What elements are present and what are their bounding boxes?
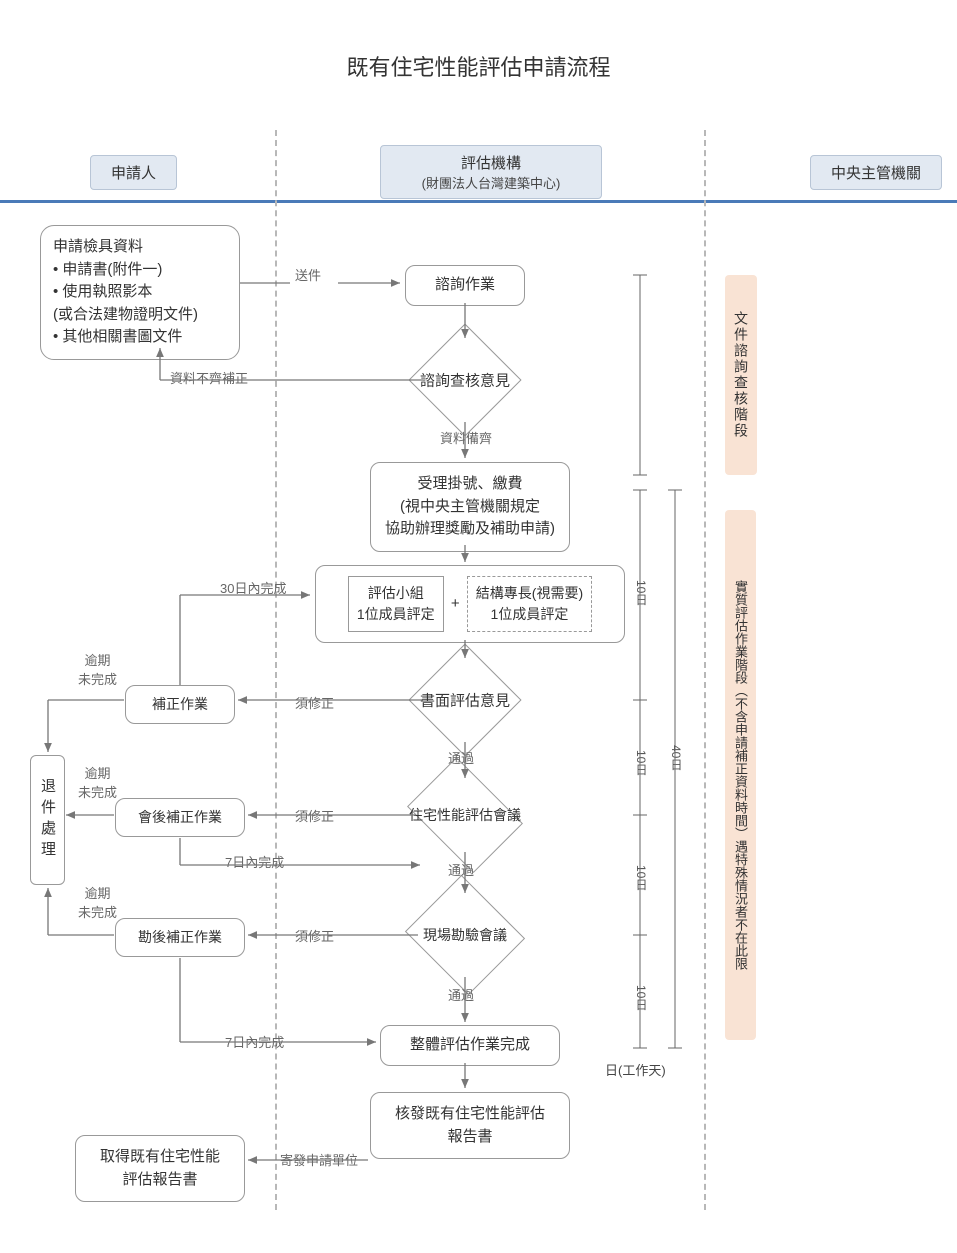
t10b: 10日 [633,750,650,775]
diamond-perf: 住宅性能評估會議 [418,780,512,850]
plus-sign: + [451,595,460,612]
days-unit: 日(工作天) [605,1060,666,1079]
box-apply-docs: 申請檢具資料 • 申請書(附件一) • 使用執照影本 (或合法建物證明文件) •… [40,225,240,360]
page-title: 既有住宅性能評估申請流程 [0,50,957,82]
lane-agency-sub: (財團法人台灣建築中心) [422,176,561,191]
label-send: 送件 [295,265,321,284]
t40: 40日 [668,745,685,770]
label-needfix1: 須修正 [295,693,334,712]
label-needfix2: 須修正 [295,806,334,825]
box-obtain-report: 取得既有住宅性能 評估報告書 [75,1135,245,1202]
box-consult: 諮詢作業 [405,265,525,306]
header-divider [0,200,957,203]
accept-fee-2: (視中央主管機關規定 [383,496,557,519]
label-within30: 30日內完成 [220,578,286,597]
box-correction3: 勘後補正作業 [115,918,245,957]
site-text: 現場勘驗會議 [423,925,507,945]
accept-fee-1: 受理掛號、繳費 [383,473,557,496]
label-overdue2: 逾期 未完成 [78,763,117,801]
label-incomplete: 資料不齊補正 [170,368,248,387]
label-within7a: 7日內完成 [225,852,284,871]
accept-fee-3: 協助辦理獎勵及補助申請) [383,518,557,541]
box-complete: 整體評估作業完成 [380,1025,560,1066]
written-text: 書面評估意見 [420,690,510,711]
label-pass2: 通過 [448,860,474,879]
apply-docs-3: • 其他相關書圖文件 [53,326,227,349]
t10a: 10日 [633,580,650,605]
diamond-consult-review: 諮詢查核意見 [425,340,505,420]
label-within7b: 7日內完成 [225,1032,284,1051]
lane-agency-title: 評估機構 [461,155,521,172]
perf-text: 住宅性能評估會議 [409,805,521,825]
apply-docs-2: • 使用執照影本 [53,281,227,304]
lane-applicant: 申請人 [90,155,177,190]
lane-authority: 中央主管機關 [810,155,942,190]
box-eval-container: 評估小組 1位成員評定 + 結構專長(視需要) 1位成員評定 [315,565,625,643]
diamond-site: 現場勘驗會議 [420,895,510,975]
label-overdue3: 逾期 未完成 [78,883,117,921]
apply-docs-title: 申請檢具資料 [53,236,227,259]
phase-2: 實質評估作業階段︵不含申請補正資料時間︶遇特殊情況者不在此限 [725,510,756,1040]
phase-1: 文件諮詢查核階段 [725,275,757,475]
box-issue-report: 核發既有住宅性能評估 報告書 [370,1092,570,1159]
box-correction2: 會後補正作業 [115,798,245,837]
lane-divider-2 [704,130,706,1210]
box-struct-expert: 結構專長(視需要) 1位成員評定 [467,576,592,632]
t10d: 10日 [633,985,650,1010]
label-mail: 寄發申請單位 [280,1150,358,1169]
box-accept-fee: 受理掛號、繳費 (視中央主管機關規定 協助辦理獎勵及補助申請) [370,462,570,552]
label-pass3: 通過 [448,985,474,1004]
box-correction1: 補正作業 [125,685,235,724]
apply-docs-1: • 申請書(附件一) [53,259,227,282]
label-overdue1: 逾期 未完成 [78,650,117,688]
label-pass1: 通過 [448,748,474,767]
t10c: 10日 [633,865,650,890]
box-return: 退件處理 [30,755,65,885]
label-complete-docs: 資料備齊 [440,428,492,447]
diamond-written: 書面評估意見 [425,660,505,740]
apply-docs-2b: (或合法建物證明文件) [53,304,227,327]
consult-review-text: 諮詢查核意見 [420,370,510,391]
label-needfix3: 須修正 [295,926,334,945]
lane-agency: 評估機構 (財團法人台灣建築中心) [380,145,602,199]
box-eval-group: 評估小組 1位成員評定 [348,576,444,632]
